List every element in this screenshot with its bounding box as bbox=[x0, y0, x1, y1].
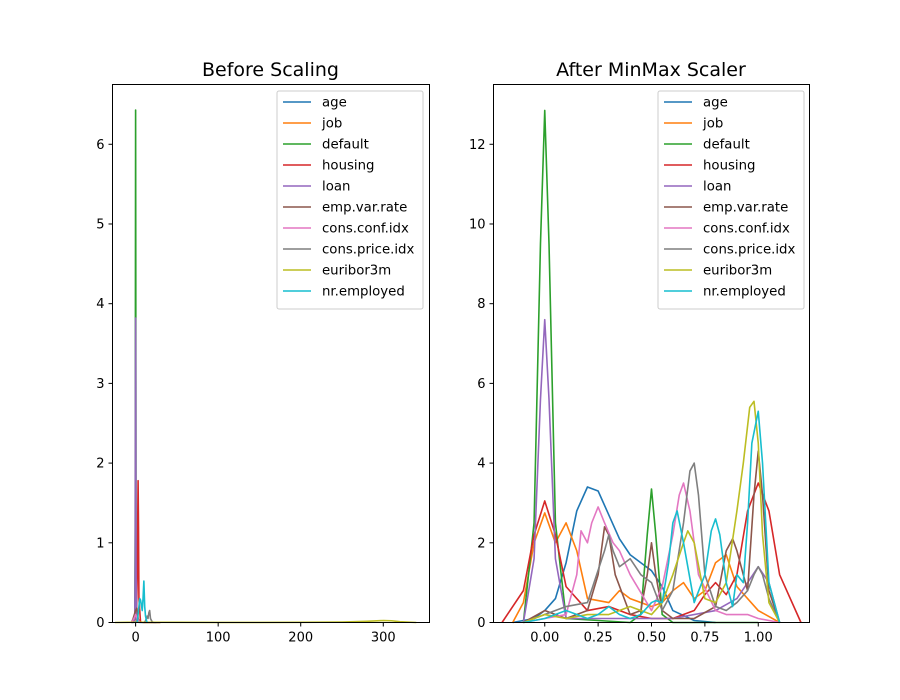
chart-after-minmax-scaler: After MinMax Scaler 0.00 0.25 0.50 0.75 1.00… bbox=[469, 59, 810, 646]
series-line-euribor3m bbox=[523, 400, 781, 624]
series-line-loan bbox=[133, 317, 139, 623]
legend-label: emp.var.rate bbox=[703, 201, 788, 216]
series-line-nr-employed bbox=[523, 410, 781, 624]
chart-title: After MinMax Scaler bbox=[556, 59, 746, 81]
legend-label: euribor3m bbox=[322, 264, 391, 279]
legend-label: housing bbox=[703, 159, 755, 174]
legend-label: cons.price.idx bbox=[703, 243, 795, 258]
series-line-cons-price-idx bbox=[523, 462, 781, 624]
x-tick-label: 0.50 bbox=[637, 631, 666, 646]
legend-label: age bbox=[322, 96, 347, 111]
y-tick-label: 4 bbox=[477, 457, 485, 472]
legend-label: age bbox=[703, 96, 728, 111]
y-tick-label: 1 bbox=[96, 536, 104, 551]
legend-label: cons.conf.idx bbox=[703, 222, 790, 237]
legend-label: housing bbox=[322, 159, 374, 174]
y-tick-label: 6 bbox=[477, 377, 485, 392]
legend-label: cons.price.idx bbox=[322, 243, 414, 258]
y-ticks: 0 2 4 6 8 10 12 bbox=[469, 138, 494, 631]
x-tick-label: 200 bbox=[288, 631, 313, 646]
y-tick-label: 12 bbox=[469, 138, 486, 153]
y-tick-label: 4 bbox=[96, 297, 104, 312]
x-ticks: 0 100 200 300 bbox=[131, 622, 396, 646]
y-tick-label: 2 bbox=[96, 457, 104, 472]
y-ticks: 0 1 2 3 4 5 6 bbox=[96, 138, 113, 631]
legend-box bbox=[276, 90, 424, 310]
legend-label: nr.employed bbox=[703, 285, 786, 300]
series-line-job bbox=[512, 512, 781, 624]
legend: age job default housing loan emp.var.rate cons… bbox=[657, 90, 805, 310]
legend-label: loan bbox=[703, 180, 731, 195]
legend-label: cons.conf.idx bbox=[322, 222, 409, 237]
y-tick-label: 5 bbox=[96, 217, 104, 232]
series-line-cons-conf-idx bbox=[523, 482, 780, 624]
series-line-nr-employed bbox=[136, 580, 148, 623]
legend-box bbox=[657, 90, 805, 310]
legend-label: nr.employed bbox=[322, 285, 405, 300]
series-layer bbox=[501, 109, 802, 624]
x-tick-label: 0 bbox=[131, 631, 139, 646]
legend-label: job bbox=[321, 117, 342, 132]
y-tick-label: 3 bbox=[96, 377, 104, 392]
y-tick-label: 8 bbox=[477, 297, 485, 312]
y-tick-label: 0 bbox=[96, 616, 104, 631]
x-tick-label: 0.00 bbox=[530, 631, 559, 646]
axes-frame bbox=[112, 84, 430, 623]
legend-label: euribor3m bbox=[703, 264, 772, 279]
legend: age job default housing loan emp.var.rate cons… bbox=[276, 90, 424, 310]
y-tick-label: 0 bbox=[477, 616, 485, 631]
x-tick-label: 1.00 bbox=[744, 631, 773, 646]
legend-label: job bbox=[702, 117, 723, 132]
x-tick-label: 300 bbox=[371, 631, 396, 646]
legend-label: emp.var.rate bbox=[322, 201, 407, 216]
legend-label: default bbox=[322, 138, 369, 153]
y-tick-label: 2 bbox=[477, 536, 485, 551]
y-tick-label: 6 bbox=[96, 138, 104, 153]
y-tick-label: 10 bbox=[469, 217, 486, 232]
x-tick-label: 0.25 bbox=[584, 631, 613, 646]
x-tick-label: 100 bbox=[206, 631, 231, 646]
x-tick-label: 0.75 bbox=[690, 631, 719, 646]
chart-title: Before Scaling bbox=[202, 59, 339, 81]
x-ticks: 0.00 0.25 0.50 0.75 1.00 bbox=[530, 622, 773, 646]
legend-label: loan bbox=[322, 180, 350, 195]
series-line-loan bbox=[522, 318, 781, 623]
legend-label: default bbox=[703, 138, 750, 153]
chart-before-scaling: Before Scaling 0 100 200 300 0 1 2 3 4 5 6 age job… bbox=[96, 59, 430, 646]
